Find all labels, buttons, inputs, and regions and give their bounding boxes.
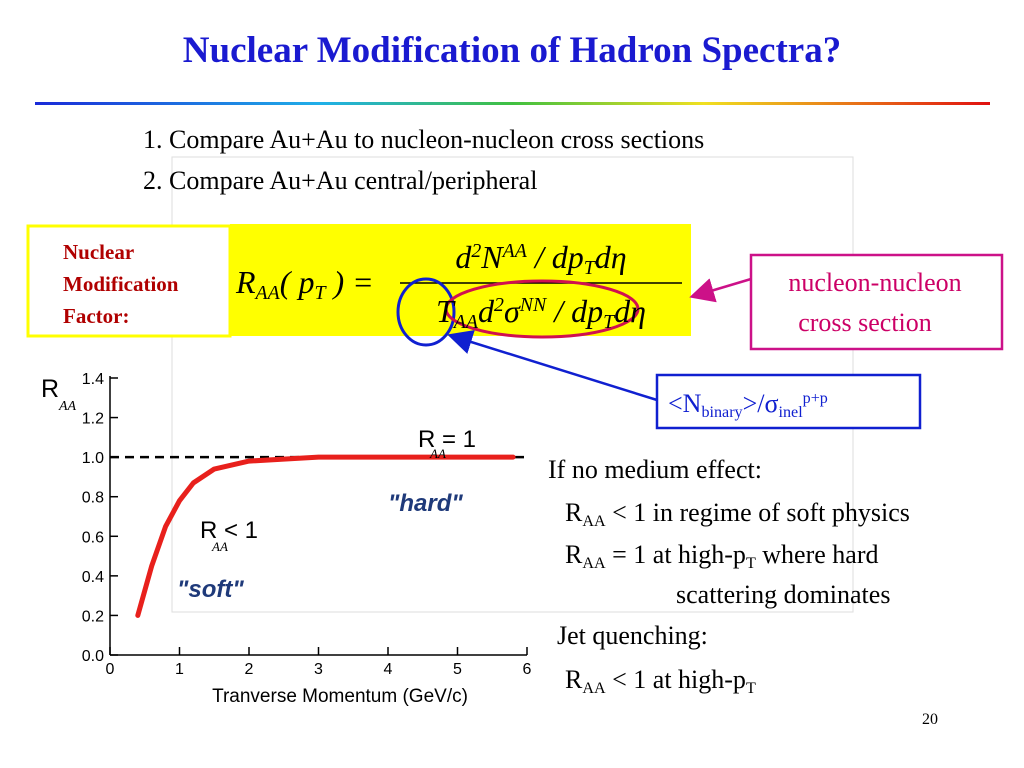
x-tick-label: 2 — [245, 661, 254, 678]
factor-box — [26, 224, 232, 338]
chart-annotation-sub: AA — [211, 539, 228, 554]
note-line-part: Jet quenching: — [557, 621, 708, 650]
formula-lhs: RAA( pT ) = — [235, 264, 374, 304]
nn-callout-box — [749, 253, 1004, 351]
nn-arrow — [689, 277, 752, 303]
chart-annotation: R = 1 — [418, 426, 476, 453]
binary-callout-part: p+p — [803, 390, 828, 407]
formula-denominator-part: σ — [504, 293, 521, 329]
note-line-part: AA — [582, 555, 606, 572]
note-line-part: R — [565, 540, 583, 569]
x-axis-label: Tranverse Momentum (GeV/c) — [212, 686, 468, 707]
taa-ring — [396, 277, 456, 347]
formula-numerator-part: dη — [595, 239, 627, 275]
x-tick-label: 4 — [384, 661, 393, 678]
formula-lhs-part: T — [314, 282, 327, 304]
slide-title: Nuclear Modification of Hadron Spectra? — [183, 30, 841, 71]
factor-label: Modification — [63, 272, 179, 296]
note-line-part: If no medium effect: — [548, 455, 762, 484]
sigma-ring — [444, 279, 640, 339]
formula-denominator-part: 2 — [494, 294, 504, 316]
list-item: 2. Compare Au+Au central/peripheral — [143, 166, 537, 195]
formula-numerator: d2NAA / dpTdη — [455, 239, 626, 279]
binary-callout: <Nbinary>/σinelp+p — [668, 389, 828, 421]
formula-lhs-part: ) = — [325, 264, 373, 300]
binary-callout-part: >/σ — [743, 389, 779, 418]
y-tick-label: 1.4 — [82, 371, 104, 388]
y-axis-label-sub: AA — [58, 399, 77, 414]
formula-denominator-part: dη — [614, 293, 646, 329]
formula-lhs-part: ( p — [280, 264, 315, 300]
y-axis-label: R — [41, 375, 59, 403]
y-tick-label: 1.0 — [82, 450, 104, 467]
formula-denominator: TAAd2σNN / dpTdη — [436, 293, 646, 333]
note-line-part: R — [565, 498, 583, 527]
binary-callout-part: inel — [779, 404, 804, 421]
factor-label: Nuclear — [63, 240, 134, 264]
note-line-part: scattering dominates — [676, 580, 890, 609]
page-number: 20 — [922, 711, 938, 728]
formula-denominator-part: d — [478, 293, 495, 329]
list-item: 1. Compare Au+Au to nucleon-nucleon cros… — [143, 125, 704, 154]
note-line: If no medium effect: — [548, 455, 762, 484]
formula-lhs-part: R — [235, 264, 256, 300]
note-line-part: < 1 at high-p — [606, 665, 746, 694]
note-line-part: < 1 in regime of soft physics — [606, 498, 910, 527]
y-tick-label: 0.4 — [82, 569, 104, 586]
x-tick-label: 3 — [314, 661, 323, 678]
chart-annotation: R < 1 — [200, 517, 258, 544]
x-tick-label: 0 — [106, 661, 115, 678]
binary-callout-part: <N — [668, 389, 702, 418]
note-line-part: T — [746, 555, 756, 572]
formula-numerator-part: N — [480, 239, 504, 275]
nn-callout: nucleon-nucleon — [788, 268, 961, 297]
chart-annotation-sub: AA — [429, 446, 446, 461]
raa-curve — [135, 454, 516, 618]
formula-box — [230, 224, 691, 336]
x-tick-label: 5 — [453, 661, 462, 678]
title-rule — [35, 102, 990, 105]
note-line-part: where hard — [756, 540, 879, 569]
note-line: RAA < 1 at high-pT — [565, 665, 756, 697]
y-tick-label: 0.6 — [82, 529, 104, 546]
note-line: RAA < 1 in regime of soft physics — [565, 498, 910, 530]
formula-lhs-part: AA — [254, 282, 281, 304]
binary-arrow — [447, 330, 658, 402]
binary-callout-part: binary — [701, 404, 742, 421]
formula-numerator-part: d — [455, 239, 472, 275]
note-line: RAA = 1 at high-pT where hard — [565, 540, 879, 572]
formula-numerator-part: 2 — [471, 240, 481, 262]
note-line-part: R — [565, 665, 583, 694]
formula-numerator-part: AA — [501, 240, 528, 262]
note-line-part: T — [746, 680, 756, 697]
note-line-part: = 1 at high-p — [606, 540, 746, 569]
chart-annotation: "hard" — [388, 490, 463, 517]
note-line: scattering dominates — [676, 580, 890, 609]
formula-numerator-part: T — [584, 257, 597, 279]
x-tick-label: 1 — [175, 661, 184, 678]
formula-denominator-part: AA — [452, 311, 479, 333]
note-line: Jet quenching: — [557, 621, 708, 650]
content: 1. Compare Au+Au to nucleon-nucleon cros… — [41, 125, 962, 707]
y-tick-label: 0.8 — [82, 490, 104, 507]
binary-callout-box — [655, 373, 922, 430]
formula-denominator-part: T — [436, 293, 456, 329]
formula-numerator-part: / dp — [527, 239, 584, 275]
formula-denominator-part: NN — [519, 294, 548, 316]
y-tick-label: 0.2 — [82, 608, 104, 625]
formula-denominator-part: T — [603, 311, 616, 333]
y-tick-label: 0.0 — [82, 648, 104, 665]
x-tick-label: 6 — [523, 661, 532, 678]
note-line-part: AA — [582, 680, 606, 697]
y-tick-label: 1.2 — [82, 411, 104, 428]
note-line-part: AA — [582, 513, 606, 530]
nn-callout: cross section — [798, 308, 932, 337]
formula-denominator-part: / dp — [546, 293, 603, 329]
factor-label: Factor: — [63, 304, 129, 328]
chart-annotation: "soft" — [177, 576, 244, 603]
